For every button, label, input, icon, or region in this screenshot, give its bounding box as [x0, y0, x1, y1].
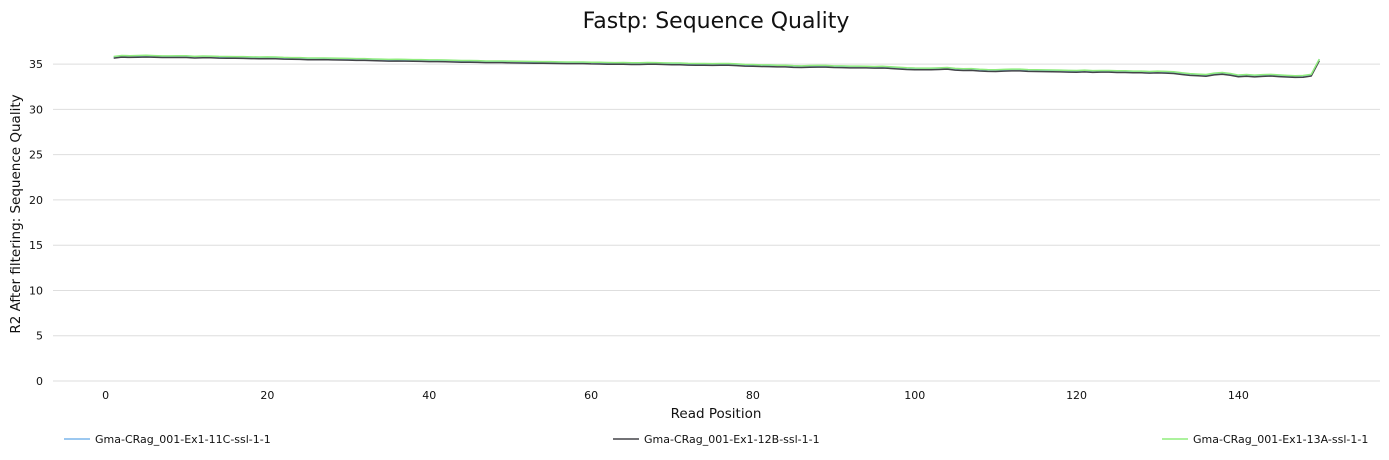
y-axis-ticks: 0 5 10 15 20 25 30 35 — [29, 58, 43, 388]
x-axis-label: Read Position — [671, 406, 762, 422]
y-tick-label: 25 — [29, 149, 43, 162]
y-axis-label: R2 After filtering: Sequence Quality — [8, 94, 24, 333]
x-tick-label: 60 — [584, 389, 598, 402]
x-tick-label: 100 — [904, 389, 925, 402]
y-tick-label: 20 — [29, 194, 43, 207]
x-tick-label: 0 — [102, 389, 109, 402]
y-tick-label: 30 — [29, 103, 43, 116]
grid-lines — [53, 64, 1380, 381]
y-tick-label: 10 — [29, 284, 43, 297]
legend-label-2[interactable]: Gma-CRag_001-Ex1-12B-ssl-1-1 — [644, 433, 820, 446]
chart-title: Fastp: Sequence Quality — [583, 9, 850, 34]
legend: Gma-CRag_001-Ex1-11C-ssl-1-1 Gma-CRag_001… — [64, 433, 1368, 446]
x-tick-label: 80 — [746, 389, 760, 402]
legend-label-1[interactable]: Gma-CRag_001-Ex1-11C-ssl-1-1 — [95, 433, 271, 446]
x-tick-label: 140 — [1228, 389, 1249, 402]
y-tick-label: 15 — [29, 239, 43, 252]
x-tick-label: 120 — [1066, 389, 1087, 402]
series-lines — [114, 55, 1320, 77]
y-tick-label: 35 — [29, 58, 43, 71]
y-tick-label: 0 — [36, 375, 43, 388]
x-axis-ticks: 0 20 40 60 80 100 120 140 — [102, 389, 1249, 402]
series-line-2[interactable] — [114, 57, 1320, 77]
x-tick-label: 40 — [422, 389, 436, 402]
y-tick-label: 5 — [36, 330, 43, 343]
x-tick-label: 20 — [260, 389, 274, 402]
legend-label-3[interactable]: Gma-CRag_001-Ex1-13A-ssl-1-1 — [1193, 433, 1368, 446]
